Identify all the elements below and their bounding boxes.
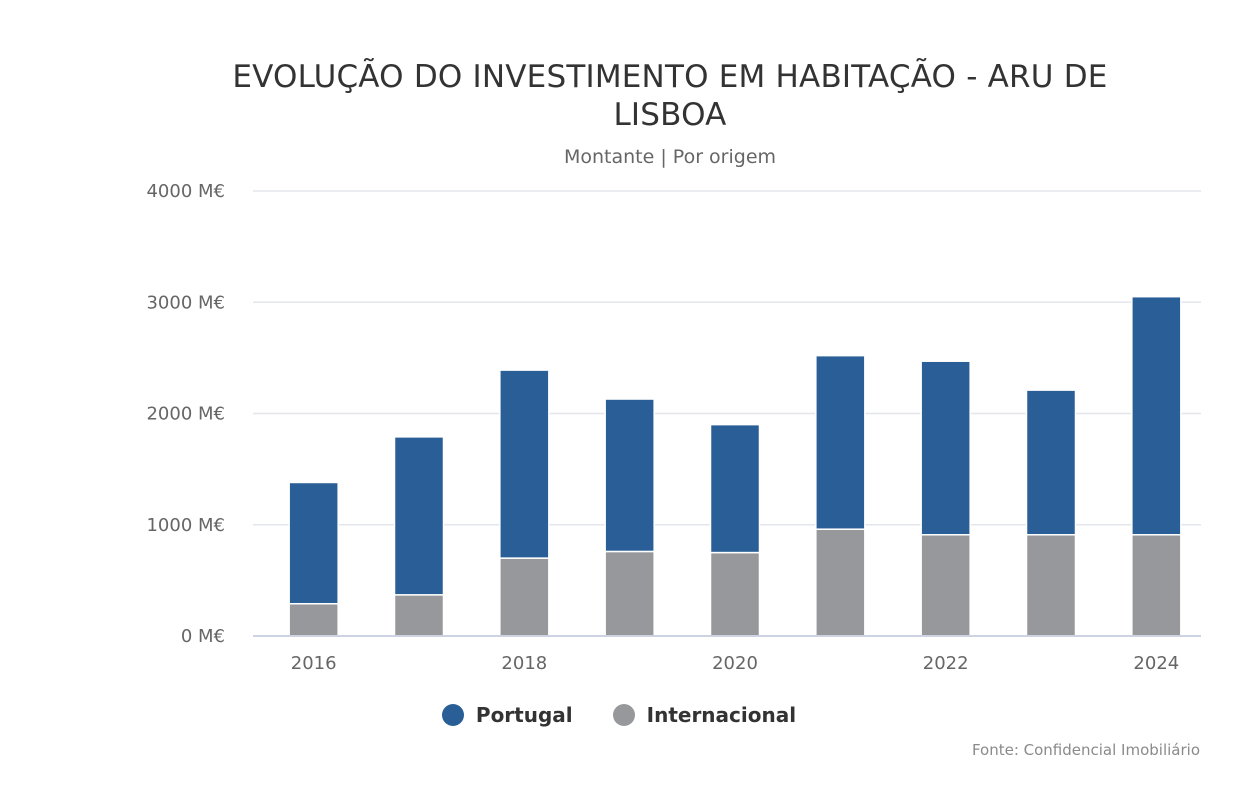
bar-portugal-2023[interactable] — [1025, 389, 1077, 536]
bar-portugal-2022[interactable] — [920, 360, 971, 536]
y-tick-label: 4000 M€ — [146, 181, 225, 202]
y-tick-label: 1000 M€ — [146, 515, 225, 536]
y-tick-label: 2000 M€ — [146, 404, 225, 425]
bar-internacional-2016[interactable] — [288, 602, 339, 637]
x-tick-label: 2022 — [923, 653, 969, 674]
bar-portugal-2018[interactable] — [499, 369, 550, 559]
chart-title-line-1: EVOLUÇÃO DO INVESTIMENTO EM HABITAÇÃO - … — [232, 59, 1108, 95]
y-axis-ticks: 0 M€ 1000 M€ 2000 M€ 3000 M€ 4000 M€ — [146, 181, 225, 647]
bars — [288, 295, 1182, 637]
chart-subtitle: Montante | Por origem — [563, 146, 777, 168]
bar-portugal-2021[interactable] — [815, 354, 866, 530]
x-tick-label: 2018 — [501, 653, 547, 674]
chart-title-line-2: LISBOA — [613, 97, 727, 133]
bar-internacional-2022[interactable] — [920, 534, 971, 637]
bar-portugal-2017[interactable] — [393, 436, 445, 596]
y-tick-label: 3000 M€ — [146, 292, 225, 313]
legend-label-portugal: Portugal — [475, 703, 573, 727]
bar-internacional-2017[interactable] — [393, 594, 445, 637]
legend-dot-portugal-icon — [441, 704, 464, 726]
legend-item-portugal[interactable]: Portugal — [441, 703, 573, 727]
bar-internacional-2024[interactable] — [1131, 534, 1182, 637]
legend-label-internacional: Internacional — [646, 703, 797, 727]
y-tick-label: 0 M€ — [181, 626, 225, 647]
bar-internacional-2023[interactable] — [1025, 534, 1077, 637]
bar-internacional-2019[interactable] — [604, 550, 655, 637]
bar-portugal-2020[interactable] — [709, 423, 761, 554]
chart-plot: 0 M€1000 M€2000 M€3000 M€4000 M€ 2016 201… — [146, 181, 1201, 674]
bar-internacional-2018[interactable] — [499, 557, 550, 637]
bar-portugal-2019[interactable] — [604, 398, 655, 553]
x-axis-ticks: 2016 2018 2020 2022 2024 — [291, 653, 1179, 674]
bar-internacional-2020[interactable] — [709, 551, 761, 637]
x-tick-label: 2016 — [291, 653, 337, 674]
x-tick-label: 2020 — [712, 653, 758, 674]
bar-portugal-2016[interactable] — [288, 481, 339, 605]
bar-internacional-2021[interactable] — [815, 528, 866, 637]
chart-title: EVOLUÇÃO DO INVESTIMENTO EM HABITAÇÃO - … — [170, 58, 1170, 134]
x-tick-label: 2024 — [1133, 653, 1179, 674]
legend-item-internacional[interactable]: Internacional — [612, 703, 797, 727]
source-credit: Fonte: Confidencial Imobiliário — [971, 741, 1200, 759]
bar-portugal-2024[interactable] — [1131, 295, 1182, 536]
legend-dot-internacional-icon — [612, 704, 635, 726]
legend: Portugal Internacional — [0, 703, 1238, 727]
